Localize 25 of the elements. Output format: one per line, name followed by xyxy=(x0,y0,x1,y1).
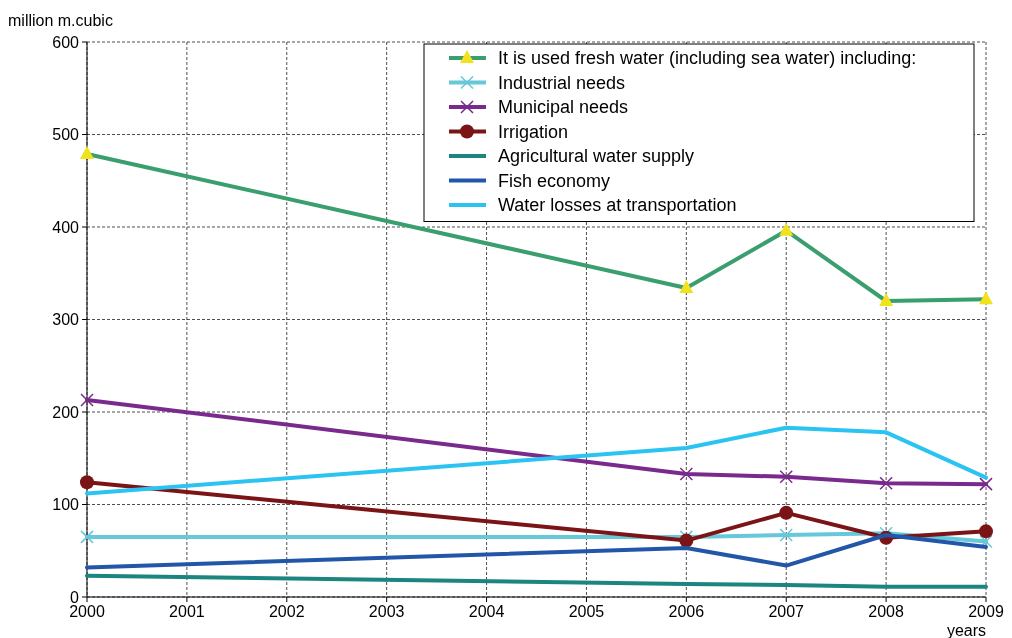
x-tick-label: 2004 xyxy=(468,603,505,620)
x-tick-label: 2000 xyxy=(69,603,105,620)
legend-label: Industrial needs xyxy=(498,72,626,93)
y-axis-title: million m.cubic xyxy=(8,12,113,29)
y-tick-label: 100 xyxy=(52,496,80,514)
y-tick-label: 200 xyxy=(52,403,80,421)
legend-label: Irrigation xyxy=(498,121,569,142)
legend-label: It is used fresh water (including sea water) including: xyxy=(498,48,917,69)
legend-label: Municipal needs xyxy=(498,97,629,118)
x-tick-label: 2002 xyxy=(268,603,305,620)
y-tick-label: 600 xyxy=(52,33,80,51)
x-tick-label: 2006 xyxy=(668,603,705,620)
y-tick-label: 300 xyxy=(52,311,80,329)
y-tick-label: 500 xyxy=(52,126,80,144)
y-tick-label: 400 xyxy=(52,218,80,236)
x-tick-label: 2009 xyxy=(968,603,1004,620)
x-tick-label: 2003 xyxy=(368,603,405,620)
x-tick-label: 2001 xyxy=(169,603,205,620)
x-tick-label: 2008 xyxy=(868,603,905,620)
x-tick-label: 2007 xyxy=(768,603,805,620)
legend-label: Fish economy xyxy=(498,170,611,191)
x-tick-label: 2005 xyxy=(568,603,605,620)
legend-label: Water losses at transportation xyxy=(498,195,737,216)
y-tick-label: 0 xyxy=(70,588,80,606)
legend-label: Agricultural water supply xyxy=(498,146,695,167)
